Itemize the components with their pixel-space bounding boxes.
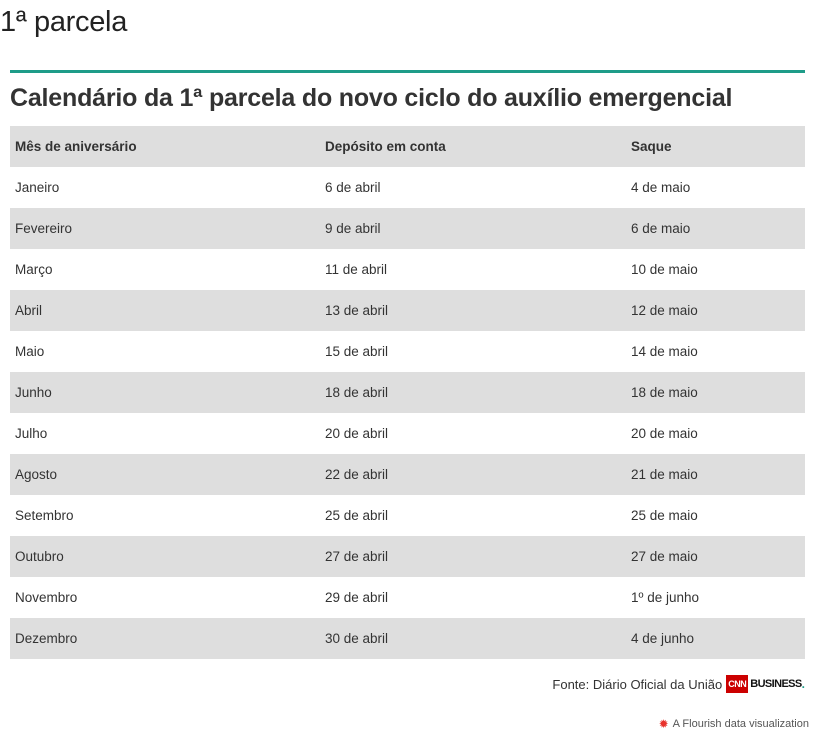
cell-birth-month: Fevereiro: [15, 221, 73, 236]
flourish-icon: ✹: [658, 717, 669, 731]
cell-withdrawal: 14 de maio: [631, 344, 698, 359]
table-row: Março 11 de abril 10 de maio: [10, 249, 805, 290]
flourish-credit[interactable]: ✹ A Flourish data visualization: [659, 717, 809, 731]
table-row: Agosto 22 de abril 21 de maio: [10, 454, 805, 495]
table-body: Janeiro 6 de abril 4 de maio Fevereiro 9 de …: [10, 167, 805, 659]
cell-withdrawal: 1º de junho: [631, 590, 699, 605]
cell-deposit: 29 de abril: [325, 590, 389, 605]
cell-withdrawal: 25 de maio: [631, 508, 698, 523]
cell-withdrawal: 4 de maio: [631, 180, 691, 195]
cell-birth-month: Dezembro: [15, 631, 78, 646]
cell-birth-month: Novembro: [15, 590, 78, 605]
table-row: Julho 20 de abril 20 de maio: [10, 413, 805, 454]
accent-rule: [10, 70, 805, 73]
header-withdrawal: Saque: [631, 139, 672, 154]
cell-deposit: 11 de abril: [325, 262, 388, 277]
cnn-business-logo[interactable]: CNN BUSINESS .: [726, 675, 805, 693]
table-row: Fevereiro 9 de abril 6 de maio: [10, 208, 805, 249]
cell-deposit: 9 de abril: [325, 221, 381, 236]
header-birth-month: Mês de aniversário: [15, 139, 137, 154]
cell-deposit: 13 de abril: [325, 303, 389, 318]
header-deposit: Depósito em conta: [325, 139, 446, 154]
table-row: Junho 18 de abril 18 de maio: [10, 372, 805, 413]
calendar-table: Mês de aniversário Depósito em conta Saq…: [10, 126, 805, 659]
source-line: Fonte: Diário Oficial da União CNN BUSIN…: [552, 675, 805, 693]
cell-deposit: 30 de abril: [325, 631, 389, 646]
cell-deposit: 20 de abril: [325, 426, 389, 441]
table-title: Calendário da 1ª parcela do novo ciclo d…: [10, 84, 733, 112]
cell-deposit: 18 de abril: [325, 385, 389, 400]
table-row: Dezembro 30 de abril 4 de junho: [10, 618, 805, 659]
cell-deposit: 27 de abril: [325, 549, 389, 564]
cell-deposit: 6 de abril: [325, 180, 381, 195]
section-heading: 1ª parcela: [0, 6, 128, 38]
table-row: Novembro 29 de abril 1º de junho: [10, 577, 805, 618]
flourish-credit-text: A Flourish data visualization: [672, 718, 809, 730]
table-header-row: Mês de aniversário Depósito em conta Saq…: [10, 126, 805, 167]
cell-birth-month: Junho: [15, 385, 52, 400]
cell-withdrawal: 21 de maio: [631, 467, 698, 482]
cell-withdrawal: 6 de maio: [631, 221, 691, 236]
cell-deposit: 15 de abril: [325, 344, 389, 359]
cell-birth-month: Agosto: [15, 467, 58, 482]
cnn-logo-mark: CNN: [726, 675, 749, 693]
source-text: Fonte: Diário Oficial da União: [552, 676, 723, 692]
cell-birth-month: Julho: [15, 426, 48, 441]
flourish-visualization: Calendário da 1ª parcela do novo ciclo d…: [10, 70, 805, 659]
cell-birth-month: Setembro: [15, 508, 74, 523]
cell-withdrawal: 4 de junho: [631, 631, 695, 646]
cell-withdrawal: 10 de maio: [631, 262, 698, 277]
cell-deposit: 22 de abril: [325, 467, 389, 482]
cell-withdrawal: 12 de maio: [631, 303, 698, 318]
cell-birth-month: Janeiro: [15, 180, 60, 195]
cell-withdrawal: 27 de maio: [631, 549, 698, 564]
cell-withdrawal: 18 de maio: [631, 385, 698, 400]
business-wordmark: BUSINESS: [750, 678, 802, 690]
logo-dot: .: [801, 677, 805, 691]
cell-birth-month: Abril: [15, 303, 43, 318]
cell-deposit: 25 de abril: [325, 508, 389, 523]
table-row: Maio 15 de abril 14 de maio: [10, 331, 805, 372]
cell-birth-month: Outubro: [15, 549, 64, 564]
table-row: Janeiro 6 de abril 4 de maio: [10, 167, 805, 208]
cell-withdrawal: 20 de maio: [631, 426, 698, 441]
table-row: Setembro 25 de abril 25 de maio: [10, 495, 805, 536]
cell-birth-month: Março: [15, 262, 53, 277]
table-row: Outubro 27 de abril 27 de maio: [10, 536, 805, 577]
table-row: Abril 13 de abril 12 de maio: [10, 290, 805, 331]
cell-birth-month: Maio: [15, 344, 45, 359]
